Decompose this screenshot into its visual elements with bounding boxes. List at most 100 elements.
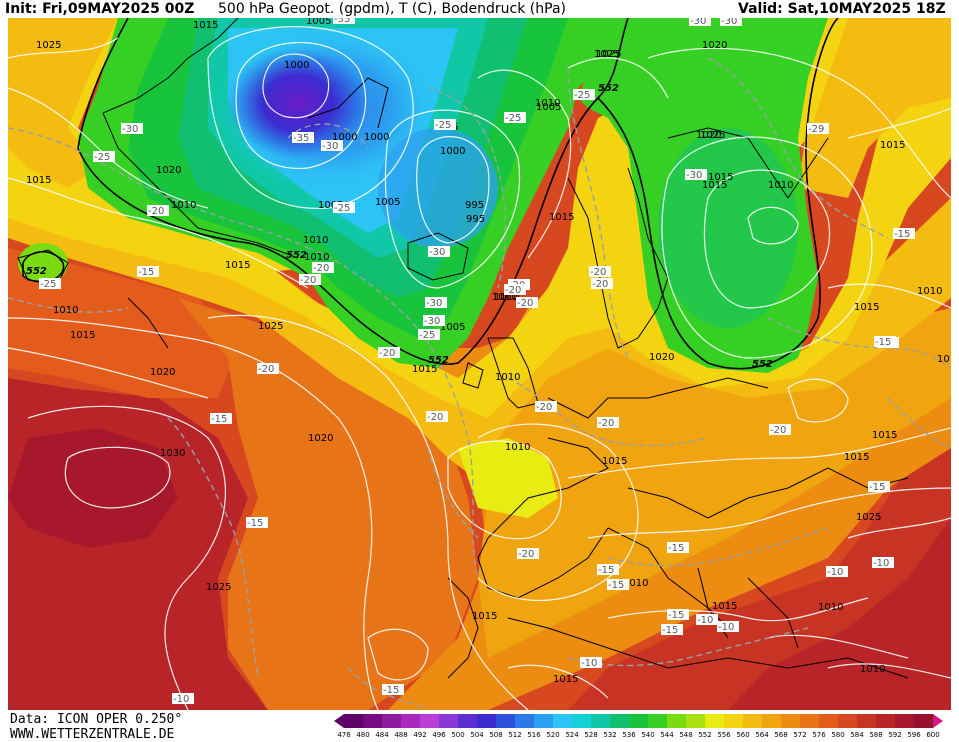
legend-swatch [705,714,724,728]
legend-swatch [610,714,629,728]
isobar-label: 1015 [70,330,95,341]
legend-swatch [800,714,819,728]
isobar-label: 1015 [712,601,737,612]
isotherm-label-text: -15 [894,229,910,240]
geopot-label: 552 [428,355,449,366]
isobar-label: 1015 [854,302,879,313]
isotherm-label: -29 [807,123,829,135]
isobar-label: 1005 [536,102,561,113]
isotherm-label-box [607,579,629,590]
isotherm-label-text: -20 [379,348,395,359]
legend-swatch [857,714,876,728]
isobar-label: 1010 [505,442,530,453]
weather-map: 1025 1015 1005 1000 1020 1010 1015 1010 1025 1000… [8,18,951,710]
isobar-label: 1020 [702,40,727,51]
isotherm-label-box [93,151,115,162]
isotherm-label: -10 [696,614,718,626]
isotherm-label-box [769,424,791,435]
isotherm-label-box [382,684,404,695]
isobar-label: 1010 [303,235,328,246]
zone-low-core [228,48,368,158]
isotherm-label: -30 [425,297,447,309]
legend-value: 516 [527,731,541,739]
legend-value: 572 [793,731,807,739]
isobar-label: 1015 [937,354,951,365]
isotherm-label-box [591,278,613,289]
isotherm-label: -10 [580,657,602,669]
isotherm-label-text: -30 [424,316,440,327]
isobar-label: 1020 [150,367,175,378]
legend-swatch [819,714,838,728]
isotherm-label-text: -10 [697,615,713,626]
legend-swatch [496,714,515,728]
isobar-label: 995 [466,214,485,225]
legend-value: 560 [736,731,750,739]
isotherm-label-text: -15 [668,610,684,621]
legend-value: 596 [907,731,921,739]
isotherm-label-box [321,140,343,151]
temperature-label-layer: -35-35-30-30-25-30-25-20-30-25-20-20-25-… [39,18,915,705]
isotherm-label-text: -10 [873,558,889,569]
isotherm-label: -30 [423,315,445,327]
isotherm-label-text: -15 [668,543,684,554]
isobar-label: 1015 [412,364,437,375]
isotherm-label-box [535,401,557,412]
isotherm-label-box [423,315,445,326]
isobar-label: 1015 [553,674,578,685]
isobar-label: 1010 [535,98,560,109]
isotherm-label: -15 [661,624,683,636]
isotherm-label-box [333,202,355,213]
isotherm-label-box [893,228,915,239]
isotherm-label: -15 [246,517,268,529]
legend-swatch [477,714,496,728]
isotherm-label-box [299,274,321,285]
isobar-label: 1005 [318,200,343,211]
isotherm-label-text: -15 [598,565,614,576]
isotherms [8,57,951,709]
zone-darkred-se [728,518,951,710]
isotherm-label: -15 [874,336,896,348]
isobar-label: 1015 [193,20,218,31]
legend-value: 500 [451,731,465,739]
isotherm-label-text: -20 [258,364,274,375]
legend-swatch [876,714,895,728]
legend-swatch [838,714,857,728]
isobar-label: 1000 [364,132,389,143]
legend-value: 592 [888,731,902,739]
zone-small-green [18,243,68,283]
isotherm-label-text: -15 [662,625,678,636]
isotherm-label-text: -29 [808,124,824,135]
legend-swatch [591,714,610,728]
legend-swatch [724,714,743,728]
legend-swatch [914,714,933,728]
isobar-label: 1025 [856,512,881,523]
isotherm-label: -30 [689,18,711,27]
isotherm-label-box [434,119,456,130]
geopot-label: 552 [286,250,307,261]
legend-value: 528 [584,731,598,739]
legend-swatch [762,714,781,728]
isobar-label: 1015 [880,140,905,151]
isotherm-label-text: -30 [721,18,737,27]
legend-value: 536 [622,731,636,739]
map-header: Init: Fri,09MAY2025 00Z 500 hPa Geopot. … [0,0,959,18]
isobar-label: 1010 [917,286,942,297]
color-legend [334,714,943,728]
isotherm-label: -35 [292,132,314,144]
legend-arrow-left [334,714,344,728]
isotherm-label: -20 [591,278,613,290]
isobar-label: 1000 [284,60,309,71]
isotherm-label: -20 [299,274,321,286]
zone-orange-4 [478,308,951,658]
isotherm-label-text: -30 [322,141,338,152]
zone-592 [8,428,178,548]
geopot-label-layer: 552 552 552 552 552 [26,83,773,370]
isotherm-label: -25 [573,89,595,101]
isotherm-label-text: -15 [869,482,885,493]
isobar-label: 1025 [36,40,61,51]
isotherm-label: -10 [172,693,194,705]
isobar-label: 1010 [768,180,793,191]
isobar-label: 1010 [492,292,517,303]
isobar-label: 1015 [225,260,250,271]
isotherm-label-box [172,693,194,704]
